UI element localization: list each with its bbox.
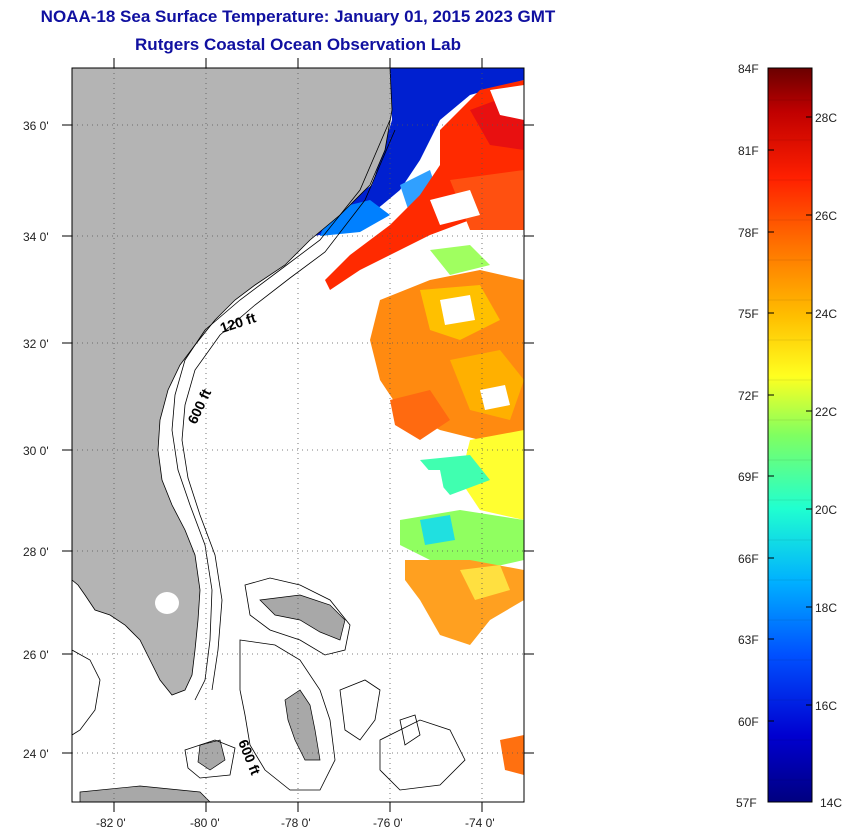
colorbar-f-label: 60F — [738, 715, 759, 729]
colorbar-f-label: 84F — [738, 62, 759, 76]
lat-tick-label: 30 0' — [23, 444, 49, 458]
colorbar-c-label: 14C — [820, 796, 842, 810]
land-mainland — [72, 68, 393, 696]
shelf-contours — [72, 119, 466, 791]
colorbar-bands — [768, 99, 812, 781]
map-title: NOAA-18 Sea Surface Temperature: January… — [40, 7, 556, 26]
colorbar-c-label: 24C — [815, 307, 837, 321]
map-area: 120 ft 600 ft 600 ft — [72, 68, 524, 802]
lon-tick-label: -80 0' — [190, 816, 220, 830]
colorbar-f-label: 66F — [738, 552, 759, 566]
map-grid — [72, 68, 524, 802]
colorbar-scale — [767, 67, 813, 803]
lon-tick-label: -74 0' — [465, 816, 495, 830]
lat-tick-label: 28 0' — [23, 545, 49, 559]
colorbar-f-label: 78F — [738, 226, 759, 240]
lat-tick-label: 32 0' — [23, 337, 49, 351]
colorbar-c-label: 28C — [815, 111, 837, 125]
colorbar-f-label: 57F — [736, 796, 757, 810]
lon-labels: -82 0' -80 0' -78 0' -76 0' -74 0' — [96, 816, 495, 830]
colorbar-f-label: 63F — [738, 633, 759, 647]
colorbar: 84F 81F 78F 75F 72F 69F 66F 63F 60F 57F … — [736, 62, 842, 810]
sst-swath — [300, 68, 524, 775]
lat-tick-label: 34 0' — [23, 230, 49, 244]
colorbar-c-label: 26C — [815, 209, 837, 223]
lon-tick-label: -82 0' — [96, 816, 126, 830]
colorbar-f-label: 75F — [738, 307, 759, 321]
map-ticks — [62, 58, 534, 812]
bahamas-land — [79, 594, 346, 802]
lat-labels: 36 0' 34 0' 32 0' 30 0' 28 0' 26 0' 24 0… — [23, 119, 49, 761]
lon-tick-label: -78 0' — [281, 816, 311, 830]
map-subtitle: Rutgers Coastal Ocean Observation Lab — [135, 35, 461, 54]
lat-tick-label: 36 0' — [23, 119, 49, 133]
lon-tick-label: -76 0' — [373, 816, 403, 830]
colorbar-c-label: 16C — [815, 699, 837, 713]
lat-tick-label: 26 0' — [23, 648, 49, 662]
colorbar-f-label: 81F — [738, 144, 759, 158]
colorbar-c-label: 22C — [815, 405, 837, 419]
lake-okeechobee — [155, 592, 179, 614]
colorbar-c-label: 18C — [815, 601, 837, 615]
colorbar-f-label: 69F — [738, 470, 759, 484]
lat-tick-label: 24 0' — [23, 747, 49, 761]
colorbar-f-label: 72F — [738, 389, 759, 403]
colorbar-c-label: 20C — [815, 503, 837, 517]
